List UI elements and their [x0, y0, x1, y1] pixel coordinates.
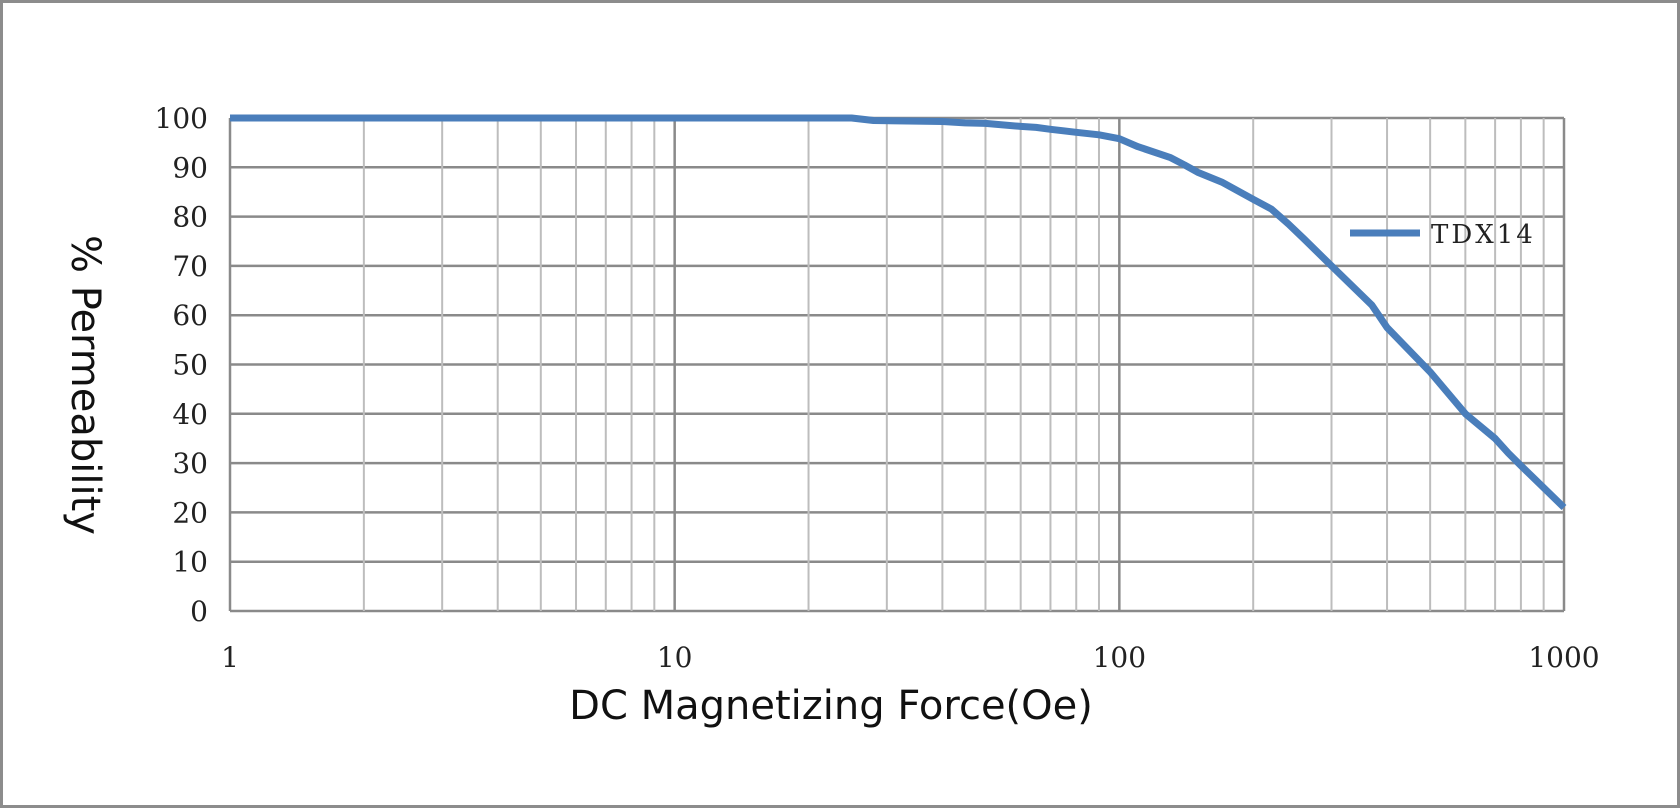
y-tick-label: 40: [172, 398, 208, 431]
y-tick-label: 0: [190, 595, 208, 628]
y-tick-label: 70: [172, 250, 208, 283]
y-tick-label: 50: [172, 349, 208, 382]
y-tick-label: 100: [155, 102, 208, 135]
y-tick-label: 30: [172, 447, 208, 480]
x-axis-title: DC Magnetizing Force(Oe): [569, 683, 1093, 729]
series-line-tdx14: [230, 114, 1567, 511]
x-tick-label: 1000: [1528, 641, 1599, 674]
legend-label: TDX14: [1431, 220, 1536, 250]
legend: TDX14: [1350, 220, 1536, 250]
x-tick-label: 10: [657, 641, 693, 674]
y-tick-label: 60: [172, 299, 208, 332]
y-tick-label: 90: [172, 151, 208, 184]
y-tick-label: 80: [172, 201, 208, 234]
y-tick-label: 10: [172, 546, 208, 579]
y-tick-label: 20: [172, 496, 208, 529]
series-layer: [230, 114, 1567, 511]
x-tick-label: 1: [221, 641, 239, 674]
x-tick-label: 100: [1093, 641, 1146, 674]
y-axis-title: % Permeability: [62, 235, 108, 535]
grid: [228, 116, 1566, 613]
